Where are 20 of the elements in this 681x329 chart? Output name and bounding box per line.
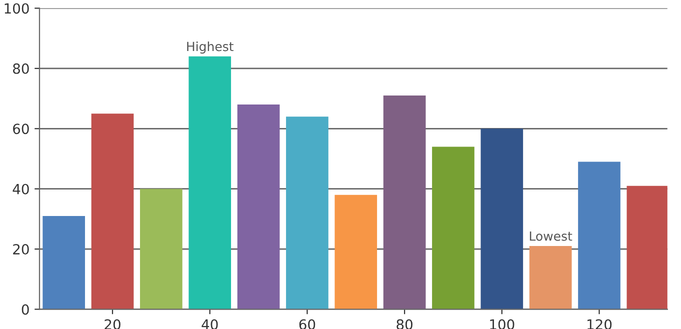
bar [188,56,232,310]
y-tick-label: 80 [13,63,29,74]
annotation: Lowest [530,232,572,241]
bar [42,216,86,310]
y-tick-label: 40 [12,184,29,194]
bar [140,188,182,310]
y-tick-label: 60 [13,124,29,134]
y-tick-label: 100 [4,3,29,14]
annotation: Highest [187,42,234,54]
y-tick-label: 20 [13,244,29,255]
bar [578,162,620,310]
bar [91,114,134,310]
bar [529,246,572,310]
bar [237,104,280,310]
bar [383,96,426,310]
bar [432,146,474,310]
bar [334,194,378,310]
bar [480,128,524,310]
y-tick-label: 0 [22,304,29,315]
bar [286,116,328,310]
